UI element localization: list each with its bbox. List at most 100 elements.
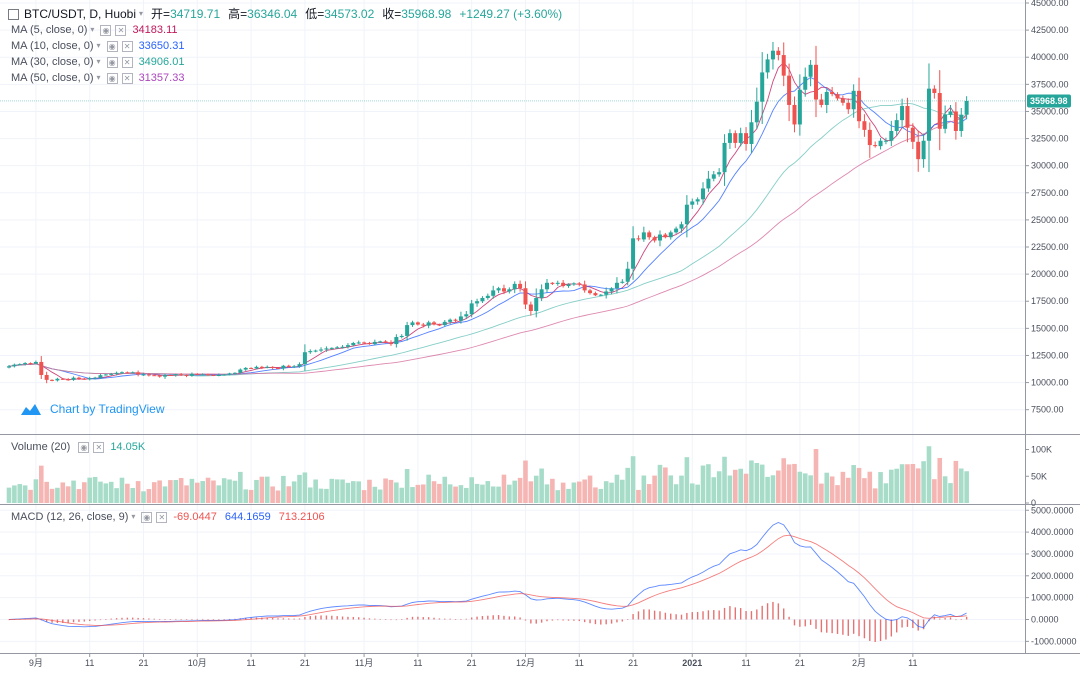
volume-bar [819,483,824,503]
candle-body [7,366,11,368]
volume-bar [168,480,173,503]
ma30-line [8,102,967,377]
macd-histogram-bar [949,617,952,620]
close-icon[interactable]: ✕ [156,511,168,523]
ma-label[interactable]: MA (50, close, 0) [11,72,94,84]
macd-axis[interactable]: 5000.0000 4000.0000 3000.0000 2000.0000 1000… [1025,505,1077,646]
candle-body [50,379,55,381]
macd-histogram-bar [401,619,403,620]
volume-bar [114,488,119,503]
close-icon[interactable]: ✕ [93,441,105,453]
chevron-down-icon[interactable]: ▾ [90,25,95,34]
eye-icon[interactable]: ◉ [106,72,118,84]
volume-axis[interactable]: 100K 50K 0 [1025,445,1052,509]
time-tick-label: 11 [575,658,584,668]
close-icon[interactable]: ✕ [115,24,127,36]
time-tick-label: 11 [85,658,94,668]
candle-body [426,322,431,326]
volume-bar [313,479,318,503]
candle-body [168,374,173,376]
candle-body [98,375,103,378]
candle-body [701,188,706,200]
close-value: 35968.98 [401,7,452,21]
candle-body [873,145,878,147]
candle-body [808,64,813,77]
macd-histogram-bar [831,619,833,634]
chevron-down-icon[interactable]: ▾ [96,73,101,82]
candle-body [684,204,689,225]
volume-bar [490,486,496,503]
macd-label[interactable]: MACD (12, 26, close, 9) [11,511,129,523]
candle-body [405,325,410,336]
close-icon[interactable]: ✕ [121,40,133,52]
ma-label[interactable]: MA (10, close, 0) [11,40,94,52]
eye-icon[interactable]: ◉ [141,511,153,523]
macd-histogram-bar [245,617,247,620]
macd-histogram-bar [212,619,215,620]
tradingview-brand[interactable]: Chart by TradingView [20,402,165,416]
candle-body [588,290,593,294]
chevron-down-icon[interactable]: ▾ [96,57,101,66]
candle-body [625,268,630,282]
macd-histogram-bar [460,618,462,620]
candle-body [464,314,469,317]
price-axis[interactable]: 45000.00 42500.00 40000.00 37500.00 35000.00… [1025,0,1069,415]
chevron-down-icon[interactable]: ▾ [131,512,136,521]
macd-histogram-bar [331,615,333,620]
macd-value: 644.1659 [224,511,271,523]
volume-bar [926,446,932,503]
volume-label[interactable]: Volume (20) [11,441,71,453]
volume-bar [340,479,345,503]
volume-bar [28,489,33,503]
candle-body [706,178,711,189]
chevron-down-icon[interactable]: ▾ [139,9,144,18]
close-icon[interactable]: ✕ [121,72,133,84]
candle-body [878,140,883,147]
volume-bar [754,462,760,503]
candle-body [582,284,587,291]
chevron-down-icon[interactable]: ▾ [96,41,101,50]
macd-histogram-bar [557,619,559,621]
macd-histogram-bar [718,610,720,620]
volume-bar [55,487,60,503]
volume-bar [141,491,146,503]
eye-icon[interactable]: ◉ [106,56,118,68]
volume-bar [636,489,641,503]
macd-histogram-bar [45,619,48,622]
candle-body [674,228,679,233]
macd-histogram-bar [869,619,871,641]
candle-body [200,374,205,376]
volume-bar [404,469,410,503]
ma-label[interactable]: MA (30, close, 0) [11,56,94,68]
close-icon[interactable]: ✕ [121,56,133,68]
candle-body [491,290,496,296]
candle-body [114,372,119,374]
candle-body [448,319,453,322]
ma50-line [8,116,967,375]
time-tick-label: 21 [467,658,477,668]
macd-histogram-bar [406,617,408,620]
volume-bar [480,484,485,503]
volume-bar [157,480,162,503]
collapse-icon[interactable] [8,8,19,20]
eye-icon[interactable]: ◉ [106,40,118,52]
volume-bar [173,480,179,503]
macd-histogram-bar [169,619,172,620]
macd-tick-label: 0.0000 [1031,615,1059,625]
volume-bar [6,487,12,503]
candle-body [781,55,786,76]
candle-body [324,348,329,350]
candle-body [66,379,71,381]
time-axis[interactable]: 9月 11 21 10月 11 21 11月 11 21 12月 11 21 2021 11 21 2月 11 [29,653,918,668]
candle-body [39,361,44,375]
volume-bar [22,485,28,503]
ma-legend-row: MA (30, close, 0) ▾ ◉ ✕ 34906.01 [11,54,562,70]
symbol-title[interactable]: BTC/USDT, D, Huobi [24,7,137,21]
eye-icon[interactable]: ◉ [100,24,112,36]
volume-bar [948,483,953,503]
time-tick-label: 12月 [516,658,535,668]
eye-icon[interactable]: ◉ [78,441,90,453]
macd-histogram-bar [750,611,753,620]
ma-label[interactable]: MA (5, close, 0) [11,24,88,36]
